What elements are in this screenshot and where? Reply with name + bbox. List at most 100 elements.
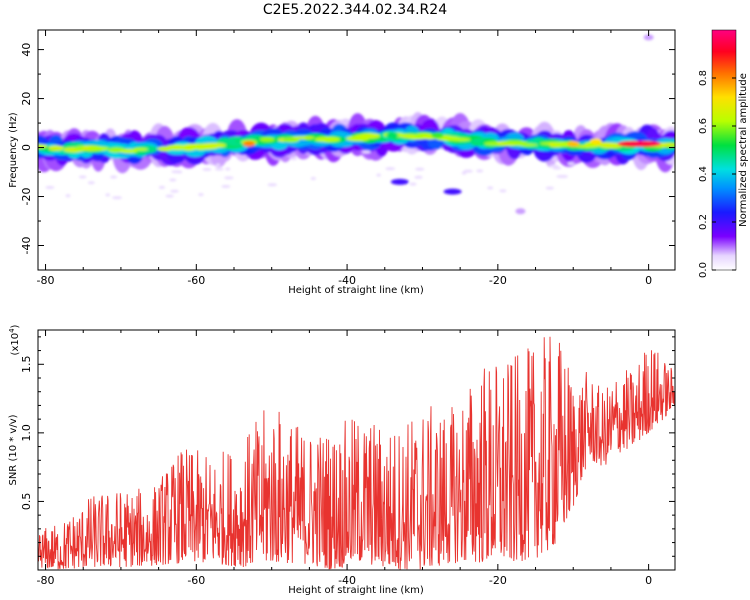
snr-x-tick-label: -20 xyxy=(489,574,507,587)
heat-speckle xyxy=(225,167,231,171)
heat-speckle xyxy=(556,174,567,178)
heat-speckle xyxy=(45,185,55,189)
snr-x-ticks: -80 -60 -40 -20 0 xyxy=(37,330,652,587)
snr-panel: -80 -60 -40 -20 0 0.5 1.0 1.5 Height of straig… xyxy=(8,324,676,596)
heat-speckle xyxy=(112,196,123,200)
colorbar-tick-label: 0.4 xyxy=(698,166,709,182)
heat-speckle xyxy=(215,163,221,167)
spectrogram-y-ticks: -40 -20 0 20 40 xyxy=(20,43,675,271)
snr-y-ticks: 0.5 1.0 1.5 xyxy=(20,336,675,557)
heat-speckle xyxy=(361,150,371,154)
heat-speckle xyxy=(463,169,473,173)
heat-secondary-feature xyxy=(443,188,462,195)
spectrogram-y-label: Frequency (Hz) xyxy=(8,112,19,188)
heat-speckle xyxy=(290,157,298,161)
snr-multiplier-base: (x10 xyxy=(10,333,21,356)
heat-cell xyxy=(501,140,528,144)
heat-speckle xyxy=(202,167,212,171)
heat-cell xyxy=(259,137,275,142)
heat-hotspot xyxy=(431,132,444,139)
spectrogram-x-tick-label: -80 xyxy=(37,274,55,287)
snr-y-label: SNR (10 * v/v) xyxy=(8,414,19,485)
spectrogram-y-tick-label: 40 xyxy=(20,43,33,57)
colorbar-tick-label: 0.8 xyxy=(698,70,709,86)
heat-speckle xyxy=(310,177,316,181)
colorbar-ticks: 0.0 0.2 0.4 0.6 0.8 xyxy=(698,70,736,278)
spectrogram-x-label: Height of straight line (km) xyxy=(288,285,424,296)
snr-y-tick-label: 0.5 xyxy=(20,493,33,511)
heat-hotspot xyxy=(243,140,256,147)
spectrogram-heatmap xyxy=(38,34,675,215)
heat-cell xyxy=(87,146,109,151)
heat-speckle xyxy=(165,194,174,198)
heat-speckle xyxy=(415,167,425,171)
heat-speckle xyxy=(414,175,423,179)
snr-x-tick-label: -60 xyxy=(187,574,205,587)
heat-speckle xyxy=(87,181,95,185)
spectrogram-panel: -80 -60 -40 -20 0 -40 -20 0 20 40 Height of stra… xyxy=(8,29,676,296)
heat-cell xyxy=(48,145,64,151)
heat-speckle xyxy=(78,175,87,179)
heat-cell xyxy=(291,136,315,140)
snr-series-line xyxy=(38,336,675,570)
spectrogram-x-tick-label: -20 xyxy=(489,274,507,287)
heat-speckle xyxy=(214,167,224,171)
spectrogram-x-tick-label: -60 xyxy=(187,274,205,287)
snr-x-tick-label: -40 xyxy=(338,574,356,587)
snr-multiplier-exponent: 4 xyxy=(8,328,16,333)
colorbar-gradient xyxy=(711,29,737,271)
snr-y-tick-label: 1.5 xyxy=(20,356,33,374)
heat-speckle xyxy=(487,186,494,190)
colorbar-label: Normalized spectral amplitude xyxy=(738,73,749,227)
heat-speckle xyxy=(552,166,562,170)
heat-speckle xyxy=(476,169,484,173)
heat-cell xyxy=(119,148,138,154)
colorbar-tick-label: 0.6 xyxy=(698,118,709,134)
heat-speckle xyxy=(385,167,396,171)
snr-x-tick-label: -80 xyxy=(37,574,55,587)
heat-speckle xyxy=(376,173,381,177)
snr-multiplier-close: ) xyxy=(10,324,21,328)
snr-multiplier: (x104) xyxy=(8,324,21,355)
heat-secondary-feature xyxy=(643,34,654,41)
heat-cell xyxy=(449,137,471,142)
heat-speckle xyxy=(545,186,554,190)
snr-x-tick-label: 0 xyxy=(645,574,652,587)
snr-y-tick-label: 1.0 xyxy=(20,424,33,442)
colorbar: 0.0 0.2 0.4 0.6 0.8 Normalized spectral ampl… xyxy=(698,29,749,278)
heat-hotspot xyxy=(567,140,580,147)
heat-speckle xyxy=(169,178,177,182)
spectrogram-y-tick-label: -20 xyxy=(20,188,33,206)
svg-text:(x104): (x104) xyxy=(8,324,21,355)
heat-speckle xyxy=(221,184,231,188)
heat-speckle xyxy=(567,162,575,166)
spectrogram-x-ticks: -80 -60 -40 -20 0 xyxy=(37,30,652,287)
figure-title: C2E5.2022.344.02.34.R24 xyxy=(263,2,447,18)
heat-speckle xyxy=(158,185,166,189)
heat-speckle xyxy=(198,193,204,197)
heat-hotspot xyxy=(628,140,661,147)
heat-speckle xyxy=(499,189,507,193)
spectrogram-frame xyxy=(37,29,676,271)
colorbar-tick-label: 0.0 xyxy=(698,262,709,278)
heat-cell xyxy=(132,147,149,151)
heat-cell xyxy=(359,132,380,139)
spectrogram-y-tick-label: 0 xyxy=(20,144,33,151)
spectrogram-y-tick-label: -40 xyxy=(20,237,33,255)
snr-x-label: Height of straight line (km) xyxy=(288,585,424,596)
heat-speckle xyxy=(110,175,118,179)
heat-cell xyxy=(599,142,623,149)
heat-hotspot xyxy=(589,138,602,145)
heat-speckle xyxy=(267,183,278,187)
heat-speckle xyxy=(224,176,234,180)
spectrogram-x-tick-label: 0 xyxy=(645,274,652,287)
spectrogram-y-tick-label: 20 xyxy=(20,92,33,106)
snr-frame xyxy=(37,329,676,571)
heat-secondary-feature xyxy=(515,208,526,215)
heat-cell xyxy=(314,136,341,143)
heat-hotspot xyxy=(386,132,399,139)
spectrogram-x-tick-label: -40 xyxy=(338,274,356,287)
colorbar-tick-label: 0.2 xyxy=(698,214,709,230)
heat-cell xyxy=(514,143,538,147)
